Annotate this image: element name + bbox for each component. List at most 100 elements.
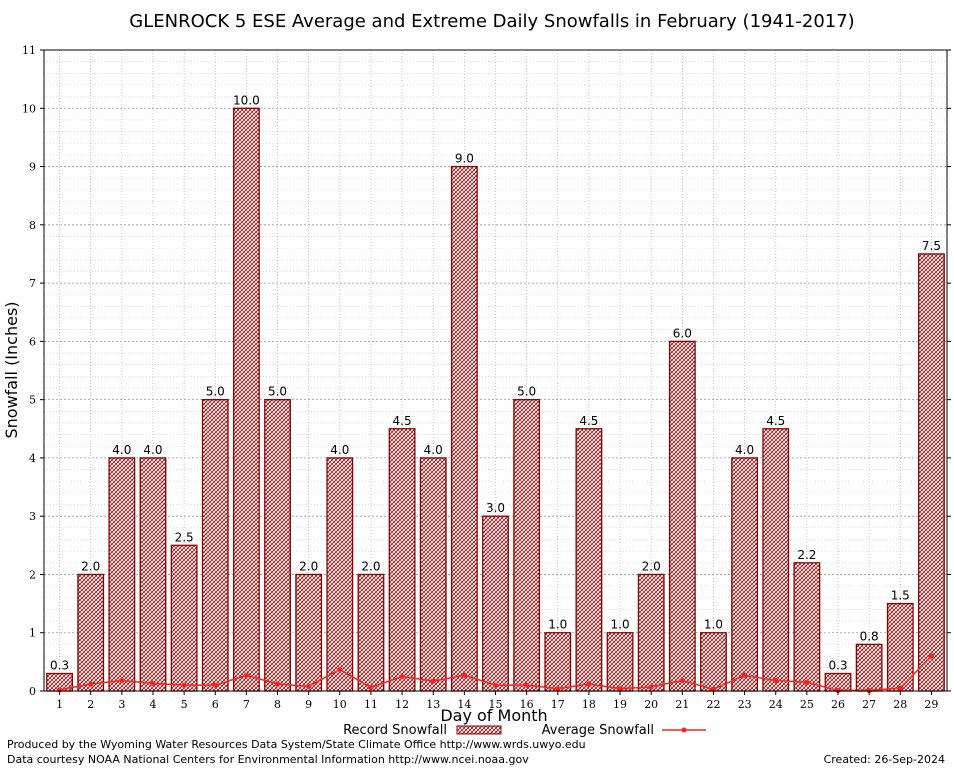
y-tick-label: 7: [29, 277, 36, 290]
data-label-day-27: 0.8: [860, 629, 879, 643]
average-point-day-14: [461, 672, 467, 678]
data-label-day-4: 4.0: [143, 443, 162, 457]
bar-day-3: [108, 457, 136, 692]
data-label-day-21: 6.0: [673, 326, 692, 340]
data-label-day-22: 1.0: [704, 618, 723, 632]
data-label-day-25: 2.2: [797, 548, 816, 562]
y-tick-label: 6: [29, 335, 36, 348]
y-tick-label: 1: [29, 627, 36, 640]
x-tick-label: 14: [457, 698, 471, 711]
x-tick-label: 8: [274, 698, 281, 711]
bar-day-19: [606, 632, 634, 692]
legend-record-swatch: [456, 725, 502, 735]
average-point-day-7: [243, 672, 249, 678]
data-label-day-11: 2.0: [361, 559, 380, 573]
x-tick-label: 21: [675, 698, 689, 711]
bar-day-21: [668, 340, 696, 692]
bar-day-18: [575, 428, 603, 692]
average-point-day-16: [524, 682, 530, 688]
average-point-day-26: [835, 687, 841, 694]
x-tick-label: 29: [924, 698, 938, 711]
bar-day-23: [731, 457, 759, 692]
average-point-day-12: [399, 673, 405, 680]
data-label-day-19: 1.0: [611, 618, 630, 632]
data-label-day-6: 5.0: [206, 385, 225, 399]
x-tick-label: 11: [364, 698, 378, 711]
average-point-day-18: [586, 681, 592, 687]
bar-day-8: [264, 398, 291, 692]
x-ticks: 1 2 3 4 5 6 7 8 9 10 11 12 13 14 15 16 17 18 19 20 21 22 23 24 2…: [56, 691, 938, 711]
y-tick-label: 9: [29, 161, 36, 174]
x-tick-label: 1: [56, 698, 63, 711]
bar-day-12: [388, 428, 416, 692]
average-point-day-4: [150, 680, 156, 687]
x-tick-label: 4: [149, 698, 156, 711]
data-labels: 0.3 2.0 4.0 4.0 2.5 5.0 10.0 5.0 2.0 4.0 2.0 4.5 4.0…: [50, 93, 941, 672]
average-line: [56, 653, 935, 694]
average-point-day-9: [306, 683, 312, 689]
legend-average-marker: [681, 727, 687, 733]
x-tick-label: 22: [706, 698, 720, 711]
y-ticks: 0 1 2 3 4 5 6 7 8 9 10 11: [22, 44, 951, 698]
data-label-day-2: 2.0: [81, 559, 100, 573]
x-tick-label: 5: [181, 698, 188, 711]
footer-produced-by: Produced by the Wyoming Water Resources …: [7, 738, 586, 751]
x-tick-label: 15: [489, 698, 503, 711]
x-tick-label: 17: [551, 698, 565, 711]
x-tick-label: 28: [893, 698, 907, 711]
data-label-day-23: 4.0: [735, 443, 754, 457]
footer-created: Created: 26-Sep-2024: [823, 753, 945, 766]
bar-day-6: [201, 398, 229, 692]
y-tick-label: 5: [29, 394, 36, 407]
bar-day-24: [762, 428, 790, 692]
bar-day-5: [170, 544, 198, 692]
bar-day-11: [357, 573, 385, 692]
average-point-day-13: [430, 678, 436, 684]
x-tick-label: 9: [305, 698, 312, 711]
average-point-day-3: [119, 677, 125, 684]
x-tick-label: 12: [395, 698, 409, 711]
average-point-day-21: [679, 677, 685, 684]
data-label-day-24: 4.5: [766, 414, 785, 428]
average-point-day-6: [212, 682, 218, 688]
bar-day-4: [139, 457, 167, 692]
data-label-day-18: 4.5: [579, 414, 598, 428]
average-point-day-23: [742, 672, 748, 678]
data-label-day-28: 1.5: [891, 589, 910, 603]
data-label-day-1: 0.3: [50, 659, 69, 673]
x-tick-label: 3: [118, 698, 125, 711]
x-tick-label: 20: [644, 698, 658, 711]
y-tick-label: 2: [29, 568, 36, 581]
legend-record-label: Record Snowfall: [343, 723, 447, 738]
data-label-day-12: 4.5: [393, 414, 412, 428]
bar-day-17: [544, 632, 572, 692]
x-tick-label: 23: [738, 698, 752, 711]
bar-day-9: [295, 573, 323, 692]
x-tick-label: 13: [426, 698, 440, 711]
average-point-day-2: [88, 681, 94, 687]
bar-day-25: [793, 562, 821, 692]
bar-day-10: [326, 457, 354, 692]
y-tick-label: 8: [29, 219, 36, 232]
x-tick-label: 18: [582, 698, 596, 711]
bar-day-29: [918, 253, 945, 692]
average-point-day-15: [492, 682, 499, 688]
average-point-day-27: [866, 687, 872, 694]
bar-day-27: [855, 643, 883, 692]
average-point-day-24: [773, 677, 779, 684]
bar-day-7: [232, 107, 260, 692]
average-point-day-10: [337, 666, 343, 673]
bar-day-22: [700, 632, 727, 692]
legend-average-label: Average Snowfall: [542, 723, 654, 738]
average-point-day-11: [368, 684, 374, 691]
bar-day-20: [637, 573, 665, 692]
chart-title: GLENROCK 5 ESE Average and Extreme Daily…: [129, 11, 854, 32]
x-tick-label: 25: [800, 698, 814, 711]
x-tick-label: 6: [212, 698, 219, 711]
bar-day-2: [77, 573, 105, 692]
x-tick-label: 24: [769, 698, 783, 711]
average-point-day-17: [555, 686, 561, 692]
average-point-day-19: [617, 686, 623, 692]
average-point-day-20: [648, 684, 654, 690]
